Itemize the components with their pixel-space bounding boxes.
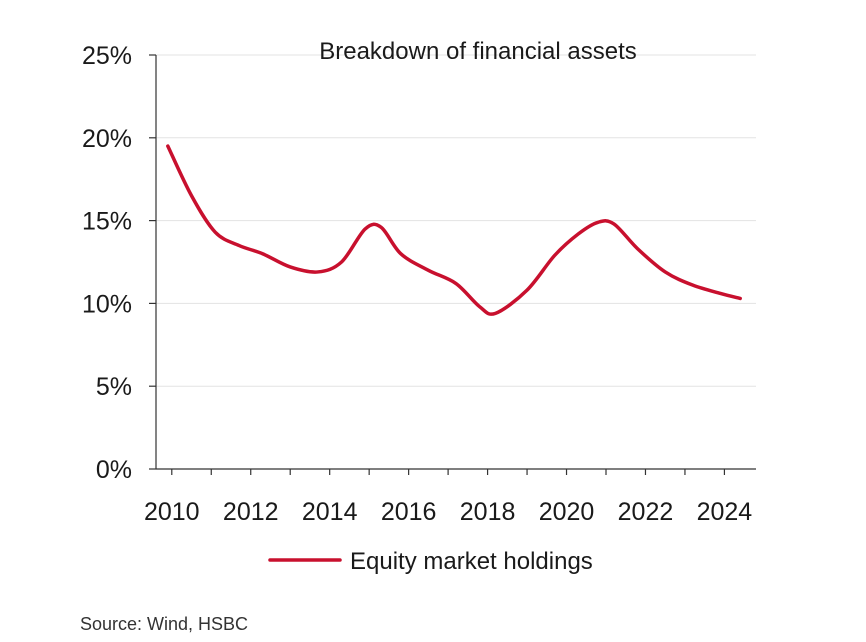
series-layer [166,144,742,316]
y-tick-label: 25% [82,42,132,70]
x-tick-labels: 2010 2012 2014 2016 2018 2020 2022 2024 [144,498,752,526]
x-tick-label: 2010 [144,498,200,526]
y-tick-label: 15% [82,208,132,236]
source-note: Source: Wind, HSBC [80,614,248,634]
x-tick-label: 2018 [460,498,516,526]
legend-label-equity-market-holdings: Equity market holdings [350,548,593,575]
gridlines [156,54,756,387]
y-tick-labels: 0% 5% 10% 15% 20% 25% [82,42,132,484]
y-tick-label: 5% [96,373,132,401]
x-tick-label: 2024 [697,498,753,526]
x-tick-label: 2014 [302,498,358,526]
x-tick-label: 2012 [223,498,279,526]
x-tick-label: 2016 [381,498,437,526]
y-tick-label: 0% [96,456,132,484]
y-tick-label: 20% [82,125,132,153]
axes [149,54,756,475]
legend: Equity market holdings [268,548,593,575]
x-tick-label: 2020 [539,498,595,526]
chart-title: Breakdown of financial assets [319,38,637,65]
y-tick-label: 10% [82,290,132,318]
x-tick-label: 2022 [618,498,674,526]
series-line-equity-market-holdings [166,144,742,316]
